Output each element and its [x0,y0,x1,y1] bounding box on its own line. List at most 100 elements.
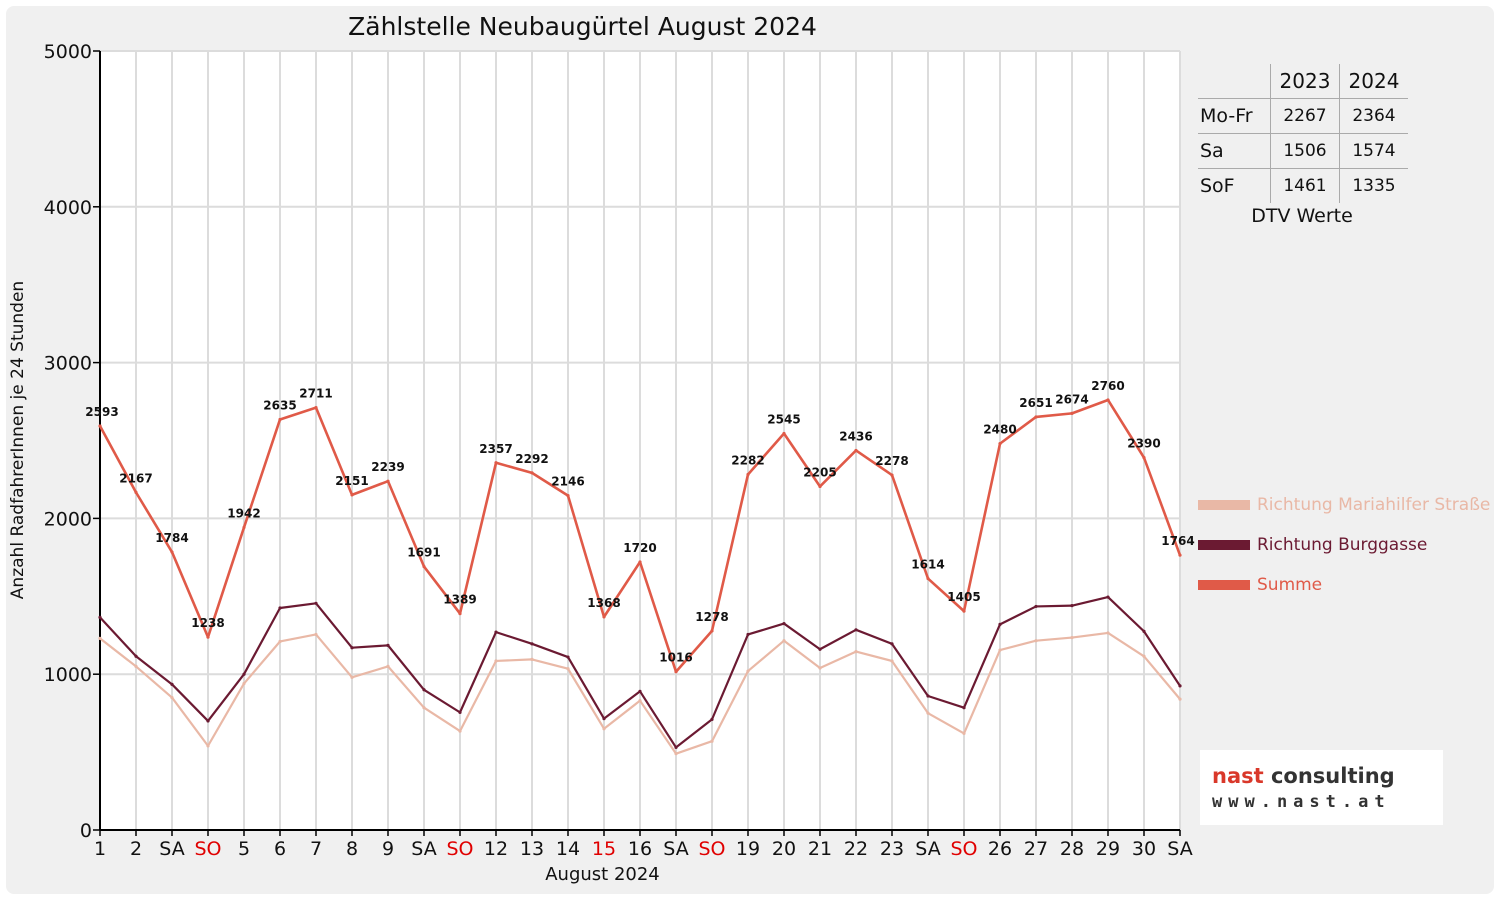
data-point [746,669,750,673]
data-label: 1720 [623,541,656,555]
data-point [314,601,318,605]
data-point [278,639,282,644]
x-tick-label: 29 [1096,838,1120,860]
data-point [530,657,534,661]
data-point [206,635,210,639]
dtv-value: 1506 [1270,133,1340,169]
data-point [962,706,966,710]
data-label: 2205 [803,465,836,479]
data-point [98,424,102,428]
nast-consulting-logo: nast consulting www.nast.at [1200,750,1443,825]
data-point [710,739,714,743]
data-label: 1764 [1161,534,1194,548]
x-tick-label: 20 [772,838,796,860]
data-point [962,731,966,736]
data-label: 1016 [659,651,692,665]
data-point [242,525,246,530]
data-point [890,473,894,477]
data-label: 2282 [731,453,764,467]
data-point [566,667,570,671]
x-tick-label: 27 [1024,838,1048,860]
data-point [1178,684,1182,688]
data-point [350,675,354,679]
x-tick-label: SA [159,838,184,860]
data-point [242,672,246,676]
dtv-caption: DTV Werte [1251,205,1353,227]
data-point [782,621,786,626]
data-point [278,417,282,422]
dtv-table: 2023 2024 Mo-Fr 2267 2364 Sa 1506 1574 S… [1198,64,1408,227]
data-point [638,689,642,693]
data-label: 1368 [587,596,620,610]
data-point [998,648,1002,652]
data-point [1142,629,1146,633]
x-tick-label: 6 [274,838,286,860]
data-label: 2357 [479,442,512,456]
x-tick-label: 7 [310,838,322,860]
legend-label: Summe [1257,575,1323,595]
data-point [386,479,390,483]
data-point [530,471,534,475]
data-point [854,448,858,453]
x-tick-label: SO [950,838,977,860]
data-point [1142,654,1146,658]
data-point [602,727,606,731]
x-tick-label: 1 [94,838,106,860]
data-point [386,664,390,669]
x-tick-label: SA [915,838,940,860]
data-point [926,711,930,715]
data-point [566,655,570,659]
dtv-value: 1335 [1339,168,1408,203]
x-tick-label: SA [1167,838,1192,860]
x-tick-label: 28 [1060,838,1084,860]
data-label: 1389 [443,593,476,607]
data-point [602,717,606,721]
data-point [926,694,930,698]
x-tick-label: 16 [628,838,652,860]
data-point [998,622,1002,626]
data-label: 2278 [875,454,908,468]
data-point [1034,639,1038,643]
data-point [98,615,102,619]
data-point [746,632,750,637]
y-tick-label: 4000 [44,197,92,219]
dtv-header-2024: 2024 [1339,64,1408,99]
data-point [314,632,318,637]
x-axis-label: August 2024 [545,864,660,885]
data-point [566,494,570,498]
y-axis-label: Anzahl RadfahrerInnen je 24 Stunden [8,280,28,600]
data-point [638,699,642,703]
data-label: 2151 [335,474,368,488]
x-tick-label: 14 [556,838,580,860]
data-label: 1942 [227,506,260,520]
data-point [170,695,174,700]
data-point [1106,595,1110,599]
data-label: 2480 [983,423,1016,437]
data-label: 2167 [119,471,152,485]
data-point [710,629,714,633]
data-label: 1784 [155,531,188,545]
y-tick-label: 0 [80,820,92,842]
dtv-value: 2267 [1270,98,1340,134]
x-tick-label: 5 [238,838,250,860]
data-point [206,744,210,748]
x-tick-label: SA [411,838,436,860]
data-label: 1238 [191,616,224,630]
data-point [242,681,246,686]
data-point [350,493,354,497]
data-point [1070,411,1074,415]
legend-swatch [1198,540,1250,550]
data-point [890,642,894,646]
data-point [962,609,966,613]
data-point [206,719,210,723]
data-point [458,611,462,616]
data-point [134,664,138,669]
legend-swatch [1198,500,1250,510]
data-point [782,639,786,643]
dtv-value: 1461 [1270,168,1340,203]
data-point [674,745,678,750]
data-point [1034,415,1038,419]
x-tick-label: SO [194,838,221,860]
data-label: 1691 [407,546,440,560]
data-point [782,431,786,436]
